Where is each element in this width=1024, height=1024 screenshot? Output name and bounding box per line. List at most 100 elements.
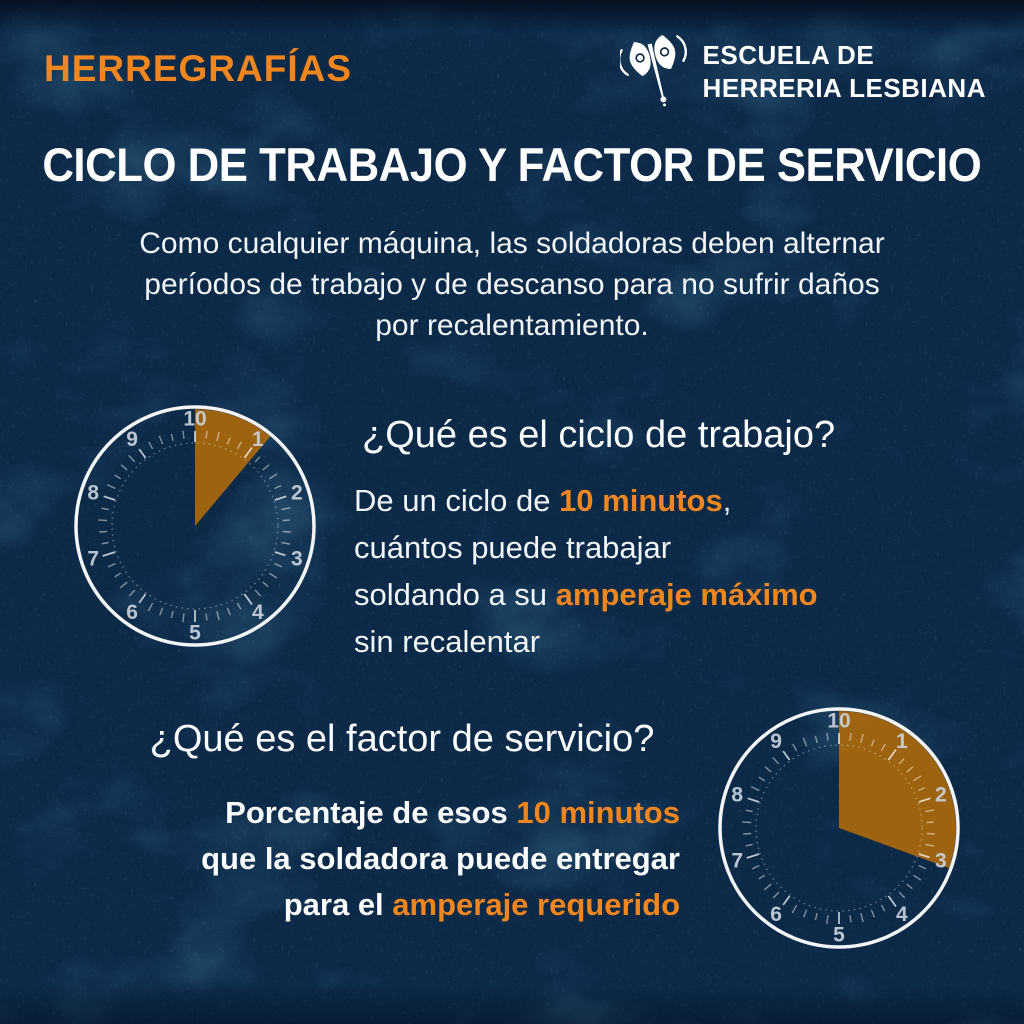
clock-tick: [243, 593, 253, 606]
clock-tick: [99, 530, 108, 533]
clock-numeral: 10: [827, 710, 850, 733]
clock-numeral: 7: [87, 548, 99, 571]
clock-tick: [782, 895, 791, 906]
clock-tick: [182, 613, 185, 623]
accent-text: amperaje máximo: [555, 577, 818, 612]
accent-text: 10 minutos: [559, 483, 723, 518]
clock-tick: [170, 611, 174, 619]
accent-text: amperaje requerido: [392, 887, 680, 922]
clock-tick: [803, 909, 808, 918]
clock-tick: [106, 484, 116, 490]
clock-numeral: 1: [252, 428, 264, 451]
page-title: CICLO DE TRABAJO Y FACTOR DE SERVICIO: [0, 137, 1024, 192]
clock-tick: [268, 572, 278, 579]
intro-line: períodos de trabajo y de descanso para n…: [144, 268, 880, 301]
clock-tick: [226, 607, 231, 616]
duty-cycle-clock-svg: 10 1 2 3 4 5 6 7 8 9: [74, 405, 316, 647]
clock-tick: [849, 732, 852, 741]
clock-tick: [138, 448, 147, 459]
text-line: De un ciclo de 10 minutos,: [354, 477, 818, 524]
clock-numeral: 2: [935, 783, 947, 806]
school-name-line2: HERRERIA LESBIANA: [702, 73, 986, 103]
clock-tick: [159, 607, 164, 616]
clock-tick: [281, 507, 291, 511]
clock-numeral: 6: [126, 601, 138, 624]
clock-tick: [926, 821, 934, 824]
text-line: para el amperaje requerido: [60, 882, 680, 928]
clock-tick: [898, 891, 906, 899]
plain-text: soldando a su: [354, 577, 556, 612]
accent-text: 10 minutos: [516, 795, 680, 830]
intro-paragraph: Como cualquier máquina, las soldadoras d…: [0, 223, 1024, 346]
service-factor-body: Porcentaje de esos 10 minutos que la sold…: [60, 790, 680, 928]
clock-tick: [782, 750, 791, 761]
clock-tick: [764, 766, 772, 773]
clock-numeral: 5: [833, 924, 845, 947]
text-line: soldando a su amperaje máximo: [354, 571, 818, 618]
clock-tick: [918, 864, 927, 870]
clock-tick: [114, 474, 122, 480]
clock-numeral: 9: [770, 730, 782, 753]
clock-tick: [826, 732, 829, 741]
plain-text: Porcentaje de esos: [225, 795, 517, 830]
clock-numeral: 7: [731, 850, 743, 873]
clock-tick: [158, 435, 164, 445]
clock-numeral: 9: [126, 428, 138, 451]
clock-tick: [763, 883, 772, 891]
page-title-text: CICLO DE TRABAJO Y FACTOR DE SERVICIO: [42, 138, 982, 191]
clock-tick: [772, 756, 780, 765]
clock-tick: [746, 853, 760, 859]
duty-cycle-body: De un ciclo de 10 minutos, cuántos puede …: [354, 477, 818, 665]
clock-tick: [148, 441, 154, 450]
clock-tick: [98, 519, 108, 522]
text-line: sin recalentar: [354, 618, 818, 665]
clock-tick: [742, 821, 752, 824]
clock-tick: [128, 454, 136, 463]
clock-tick: [926, 832, 935, 835]
clock-tick: [107, 562, 116, 568]
school-name-line1: ESCUELA DE: [702, 40, 875, 70]
clock-numeral: 4: [896, 903, 908, 926]
clock-tick: [254, 456, 261, 463]
clock-tick: [814, 735, 818, 743]
clock-tick: [826, 915, 829, 925]
plain-text: cuántos puede trabajar: [354, 530, 672, 565]
clock-tick: [814, 913, 818, 921]
text-line: cuántos puede trabajar: [354, 524, 818, 571]
clock-tick: [274, 562, 283, 568]
clock-tick: [182, 430, 185, 439]
clock-tick: [791, 904, 798, 914]
clock-tick: [745, 843, 753, 847]
clock-tick: [751, 864, 760, 870]
plain-text: ,: [722, 483, 732, 518]
clock-tick: [282, 519, 290, 522]
intro-line: por recalentamiento.: [375, 309, 649, 342]
clock-tick: [758, 776, 766, 782]
clock-tick: [792, 743, 798, 752]
clock-numeral: 8: [87, 481, 99, 504]
plain-text: De un ciclo de: [354, 483, 560, 518]
clock-tick: [274, 484, 282, 490]
clock-numeral: 2: [291, 481, 303, 504]
clock-tick: [743, 832, 752, 835]
clock-tick: [887, 895, 897, 908]
clock-tick: [262, 581, 269, 588]
intro-line: Como cualquier máquina, las soldadoras d…: [139, 227, 885, 260]
clock-tick: [802, 737, 808, 747]
clock-tick: [282, 530, 291, 533]
clock-numeral: 8: [731, 783, 743, 806]
service-factor-clock: 10 1 2 3 4 5 6 7 8 9: [716, 705, 962, 951]
clock-tick: [119, 581, 128, 589]
service-factor-clock-svg: 10 1 2 3 4 5 6 7 8 9: [718, 707, 960, 949]
clock-tick: [205, 613, 208, 621]
clock-tick: [274, 551, 286, 557]
service-factor-heading: ¿Qué es el factor de servicio?: [149, 718, 655, 760]
clock-numeral: 3: [935, 850, 947, 873]
clock-tick: [103, 495, 116, 501]
clock-tick: [268, 473, 278, 480]
clock-tick: [114, 572, 122, 578]
clock-tick: [906, 883, 913, 890]
clock-tick: [849, 915, 852, 923]
clock-tick: [758, 874, 766, 880]
